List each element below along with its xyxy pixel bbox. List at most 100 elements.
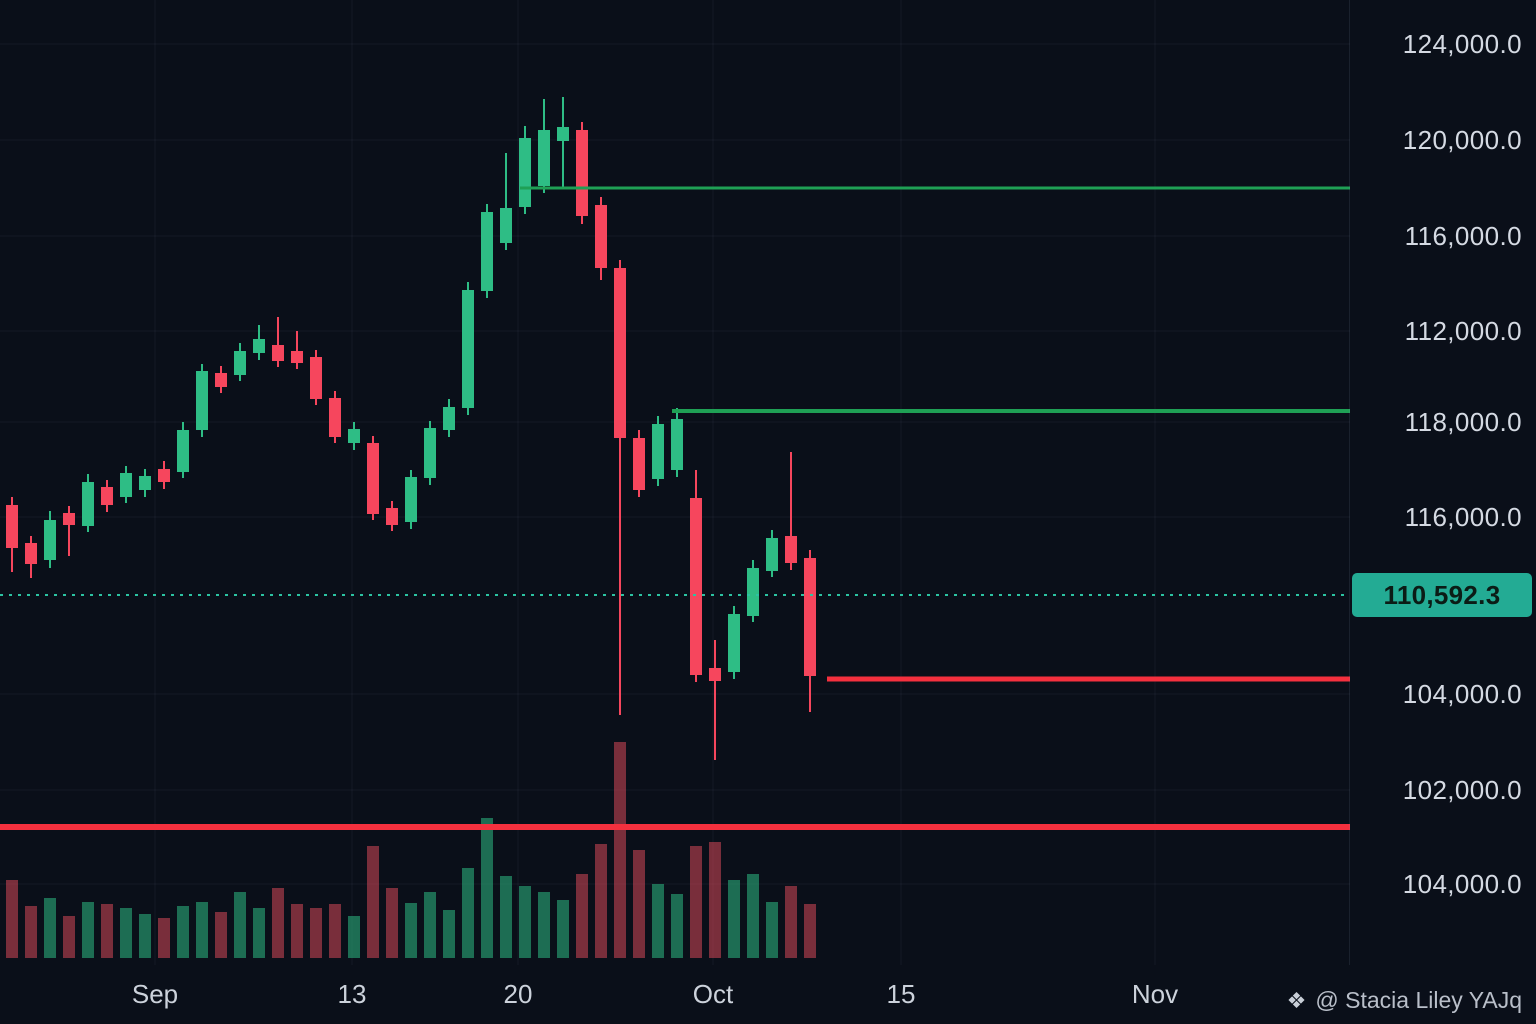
candle-body [766,538,778,571]
candle-body [595,205,607,268]
candle-body [139,476,151,490]
volume-bar [500,876,512,958]
volume-bar [462,868,474,958]
candle-body [291,351,303,363]
price-tick-label: 104,000.0 [1402,679,1522,709]
volume-bar [652,884,664,958]
current-price-value: 110,592.3 [1383,579,1501,610]
candle-body [329,398,341,437]
volume-bar [405,903,417,958]
volume-bar [25,906,37,958]
candle-body [386,508,398,525]
candle-body [196,371,208,430]
watermark: ❖ @ Stacia Liley YAJq [1287,987,1522,1014]
volume-bar [614,742,626,958]
candle-body [747,568,759,616]
volume-bar [158,918,170,958]
candle-body [158,469,170,482]
volume-bar [519,886,531,958]
volume-bar [671,894,683,958]
candle-body [462,290,474,408]
volume-bar [6,880,18,958]
time-tick-label: Oct [692,979,734,1009]
volume-bar [633,850,645,958]
volume-bar [348,916,360,958]
volume-bar [63,916,75,958]
candle-body [500,208,512,243]
candle-body [25,543,37,564]
watermark-text: @ Stacia Liley YAJq [1315,987,1522,1013]
volume-bar [747,874,759,958]
volume-bar [481,818,493,958]
volume-bar [234,892,246,958]
volume-bar [82,902,94,958]
candle-body [690,498,702,675]
time-tick-label: Sep [131,979,179,1009]
candle-body [633,438,645,490]
candle-body [519,138,531,207]
time-tick-label: 13 [337,979,367,1009]
candle-body [728,614,740,672]
candle-body [6,505,18,548]
volume-bar [728,880,740,958]
candle-body [234,351,246,375]
volume-bar [386,888,398,958]
candle-body [557,127,569,141]
volume-bar [785,886,797,958]
volume-bar [538,892,550,958]
candle-body [44,520,56,560]
price-tick-label: 116,000.0 [1404,502,1522,532]
time-axis[interactable]: Sep 13 20 Oct 15 Nov [0,965,1536,1024]
volume-bar [291,904,303,958]
volume-bar [424,892,436,958]
price-tick-label: 112,000.0 [1404,316,1522,346]
volume-bar [804,904,816,958]
time-tick-label: 15 [886,979,916,1009]
time-tick-label: 20 [503,979,533,1009]
volume-bar [215,912,227,958]
volume-bar [272,888,284,958]
candle-body [671,419,683,470]
price-axis[interactable]: 124,000.0 120,000.0 116,000.0 112,000.0 118,… [1349,0,1536,965]
candle-body [367,443,379,514]
candle-body [348,429,360,443]
volume-bar [101,904,113,958]
price-tick-label: 120,000.0 [1402,125,1522,155]
volume-bar [367,846,379,958]
candle-body [443,407,455,430]
candle-body [405,477,417,522]
price-tick-label: 118,000.0 [1404,407,1522,437]
candle-body [177,430,189,472]
volume-bar [44,898,56,958]
candle-body [481,212,493,291]
volume-bar [177,906,189,958]
price-tick-label: 116,000.0 [1404,221,1522,251]
candle-body [101,487,113,505]
volume-bar [709,842,721,958]
candle-body [82,482,94,526]
volume-bar [443,910,455,958]
current-price-label: 110,592.3 [1352,573,1532,617]
volume-bar [576,874,588,958]
candle-body [120,473,132,497]
price-tick-label: 124,000.0 [1402,29,1522,59]
time-tick-label: Nov [1131,979,1179,1009]
volume-bar [595,844,607,958]
volume-bar [120,908,132,958]
candle-body [63,513,75,525]
candle-body [785,536,797,563]
candle-body [424,428,436,478]
volume-bar [196,902,208,958]
volume-bar [253,908,265,958]
candle-body [652,424,664,479]
candle-body [709,668,721,681]
candle-body [538,130,550,186]
volume-bar [139,914,151,958]
price-tick-label: 104,000.0 [1402,869,1522,899]
candle-body [215,373,227,387]
candle-body [253,339,265,353]
candle-body [310,357,322,399]
candle-body [576,130,588,216]
